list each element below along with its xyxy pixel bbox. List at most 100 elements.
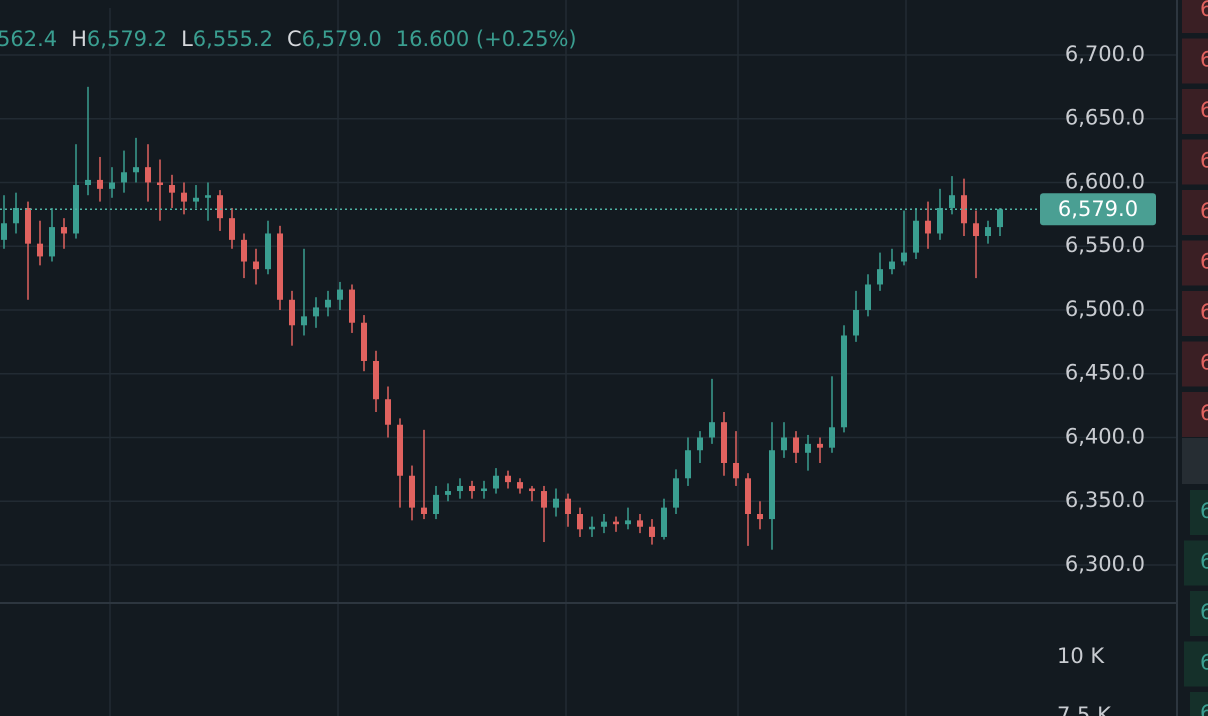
candle-body	[853, 309, 859, 336]
ask-row	[1182, 89, 1208, 134]
ask-price: 6	[1200, 300, 1208, 324]
candle-body	[805, 443, 811, 453]
ask-price: 6	[1200, 250, 1208, 274]
candle-body	[217, 195, 223, 219]
candle-body	[469, 485, 475, 492]
candle-body	[61, 227, 67, 234]
bid-row	[1184, 540, 1208, 586]
bid-row	[1190, 591, 1208, 636]
bid-price: 6	[1200, 701, 1208, 716]
candle-body	[193, 197, 199, 202]
volume-tick-label: 10 K	[1057, 644, 1105, 668]
ask-row	[1182, 0, 1208, 33]
candle-body	[733, 462, 739, 479]
candle-body	[877, 269, 883, 285]
candle-body	[85, 179, 91, 186]
y-tick-label: 6,700.0	[1065, 42, 1145, 66]
candle-body	[265, 233, 271, 270]
y-tick-label: 6,550.0	[1065, 233, 1145, 257]
legend-value: 562.4	[0, 27, 57, 51]
candle-body	[13, 207, 19, 224]
candle-body	[109, 182, 115, 189]
legend-value: 6,555.2	[193, 27, 273, 51]
spread-row	[1182, 438, 1208, 484]
candle-body	[637, 520, 643, 527]
candle-body	[229, 218, 235, 240]
y-tick-label: 6,350.0	[1065, 488, 1145, 512]
ask-row	[1182, 190, 1208, 235]
ask-row	[1182, 341, 1208, 387]
candle-body	[625, 520, 631, 525]
candle-body	[289, 299, 295, 326]
candle-body	[829, 427, 835, 448]
candle-body	[601, 521, 607, 527]
legend-label: L	[181, 27, 193, 51]
bid-price: 6	[1200, 651, 1208, 675]
candle-body	[241, 239, 247, 262]
candle-body	[541, 491, 547, 508]
candle-body	[613, 521, 619, 525]
legend-label: C	[287, 27, 302, 51]
bid-row	[1190, 692, 1208, 716]
candle-body	[133, 167, 139, 173]
bid-price: 6	[1200, 550, 1208, 574]
candle-body	[397, 424, 403, 476]
candle-body	[409, 475, 415, 508]
ask-price: 6	[1200, 199, 1208, 223]
candle-body	[685, 450, 691, 479]
candle-body	[697, 437, 703, 451]
candle-body	[277, 233, 283, 300]
candle-body	[649, 526, 655, 537]
candle-body	[781, 437, 787, 451]
ask-price: 6	[1200, 351, 1208, 375]
candle-body	[445, 491, 451, 495]
candle-body	[385, 399, 391, 425]
candle-body	[121, 172, 127, 183]
candle-body	[709, 422, 715, 438]
candle-body	[421, 507, 427, 514]
candle-body	[517, 482, 523, 489]
candle-body	[1, 223, 7, 240]
candle-body	[997, 209, 1003, 228]
candle-body	[181, 192, 187, 202]
ask-price: 6	[1200, 48, 1208, 72]
candle-body	[361, 322, 367, 361]
ask-row	[1182, 139, 1208, 185]
candle-body	[145, 167, 151, 183]
candle-body	[841, 335, 847, 428]
candle-body	[577, 513, 583, 530]
last-price-box	[1040, 193, 1156, 226]
bid-row	[1190, 490, 1208, 535]
bid-row	[1184, 641, 1208, 687]
ask-row	[1182, 291, 1208, 336]
candle-body	[349, 289, 355, 323]
candle-body	[961, 195, 967, 224]
legend-value: 6,579.2	[87, 27, 167, 51]
candle-body	[481, 488, 487, 492]
candle-body	[913, 220, 919, 253]
candle-body	[757, 513, 763, 520]
candle-body	[937, 207, 943, 234]
ask-row	[1182, 38, 1208, 84]
y-tick-label: 6,300.0	[1065, 552, 1145, 576]
candle-body	[253, 261, 259, 270]
candle-body	[949, 195, 955, 208]
y-tick-label: 6,650.0	[1065, 106, 1145, 130]
candle-body	[25, 207, 31, 244]
candle-body	[157, 182, 163, 186]
candle-body	[205, 195, 211, 198]
candle-body	[325, 299, 331, 308]
candle-body	[985, 227, 991, 237]
last-price-label: 6,579.0	[1058, 197, 1138, 221]
y-tick-label: 6,450.0	[1065, 361, 1145, 385]
candle-body	[901, 252, 907, 262]
candle-body	[673, 478, 679, 508]
candle-body	[793, 437, 799, 453]
ask-price: 6	[1200, 0, 1208, 21]
ask-row	[1182, 240, 1208, 286]
ask-price: 6	[1200, 149, 1208, 173]
candle-body	[505, 475, 511, 483]
candle-body	[865, 284, 871, 310]
candle-body	[37, 243, 43, 257]
